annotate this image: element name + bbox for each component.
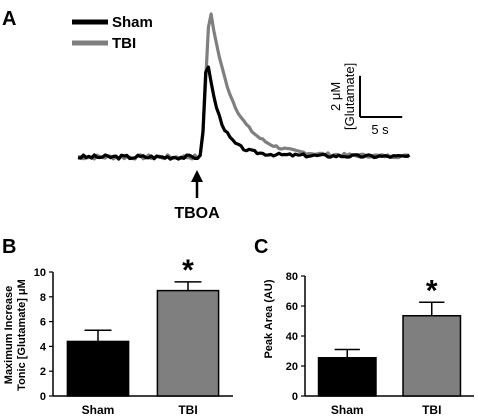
legend-sham-label: Sham: [112, 14, 153, 31]
panel-b-y-tick-label: 6: [40, 317, 46, 329]
panel-b-significance-star: *: [182, 254, 194, 287]
panel-b-bar-tbi: [156, 289, 220, 397]
legend-tbi-label: TBI: [112, 35, 136, 52]
panel-c-bar-chart: C Peak Area (AU) 0 20 40 60 80 Sham TBI *: [254, 236, 474, 417]
panel-c-y-tick-label: 40: [286, 331, 298, 343]
panel-b-y-tick-label: 10: [34, 267, 46, 279]
panel-b-y-tick-label: 4: [40, 341, 47, 353]
tboa-label: TBOA: [174, 205, 220, 222]
panel-b-bar-sham: [66, 340, 130, 397]
panel-b-bar-chart: B Maximum Increase Tonic [Glutamate] μM …: [2, 236, 233, 417]
scale-bar-y-sub: [Glutamate]: [342, 63, 357, 130]
panel-c-bar-tbi: [402, 315, 462, 397]
panel-b-plot: 0 2 4 6 8 10 Sham TBI *: [34, 254, 233, 417]
scale-bar-x-value: 5 s: [371, 122, 389, 137]
panel-b-category-label-tbi: TBI: [178, 403, 197, 414]
trace-group: [77, 12, 411, 161]
panel-c-y-tick-label: 60: [286, 301, 298, 313]
panel-c-ylabel: Peak Area (AU): [263, 279, 275, 358]
panel-b-ylabel-line1: Maximum Increase: [3, 286, 15, 384]
panel-b-y-tick-label: 0: [40, 391, 46, 403]
panel-c-bar-sham: [317, 357, 377, 397]
panel-b-y-tick-label: 8: [40, 292, 46, 304]
panel-b-y-tick-label: 2: [40, 366, 46, 378]
tboa-arrow-head: [191, 170, 203, 182]
panel-c-y-tick-label: 0: [292, 391, 298, 403]
trace-sham: [77, 65, 411, 161]
panel-c-category-label-tbi: TBI: [422, 403, 441, 414]
panel-c-letter: C: [254, 236, 268, 258]
scale-bar: 2 μM [Glutamate] 5 s: [328, 63, 403, 137]
panel-a-letter: A: [2, 8, 16, 30]
panel-c-significance-star: *: [426, 274, 438, 307]
panel-b-category-label-sham: Sham: [82, 403, 115, 414]
panel-c-y-tick-label: 80: [286, 271, 298, 283]
panel-b-ylabel-line2: Tonic [Glutamate] μM: [16, 279, 28, 391]
panel-c-y-tick-label: 20: [286, 361, 298, 373]
scale-bar-y-value: 2 μM: [328, 82, 343, 111]
panel-b-letter: B: [2, 236, 16, 258]
panel-c-plot: 0 20 40 60 80 Sham TBI *: [286, 271, 474, 417]
panel-c-category-label-sham: Sham: [331, 403, 364, 414]
panel-a-trace-plot: A Sham TBI 2 μM [Glutamate] 5 s TBOA: [2, 8, 411, 222]
